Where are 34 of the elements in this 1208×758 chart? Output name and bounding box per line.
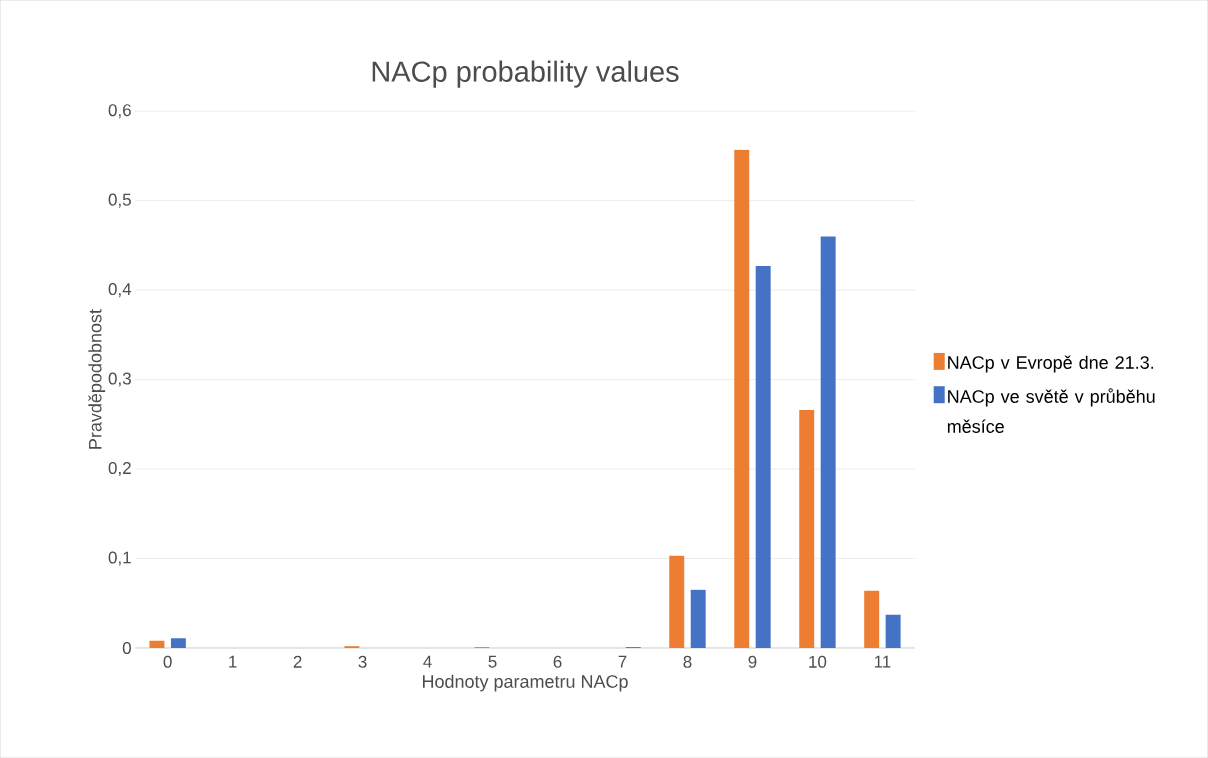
x-tick-label: 10 bbox=[809, 655, 827, 668]
x-tick-label: 9 bbox=[748, 655, 757, 668]
x-tick-label: 3 bbox=[358, 655, 367, 668]
bar bbox=[755, 265, 771, 648]
bar bbox=[799, 409, 815, 648]
x-tick-label: 6 bbox=[553, 655, 562, 668]
bar bbox=[734, 149, 750, 648]
bar bbox=[170, 638, 186, 648]
x-axis-title: Hodnoty parametru NACp bbox=[422, 674, 628, 692]
y-tick-label: 0,1 bbox=[108, 551, 131, 566]
bar bbox=[149, 640, 165, 648]
bar bbox=[669, 555, 685, 648]
y-tick-label: 0,3 bbox=[108, 372, 131, 387]
legend-label: NACp ve světě v průběhu měsíce bbox=[947, 388, 1155, 433]
x-tick-label: 11 bbox=[874, 655, 891, 668]
x-tick-label: 0 bbox=[163, 655, 172, 668]
legend-label: NACp v Evropě dne 21.3. bbox=[948, 355, 1154, 373]
bar bbox=[864, 590, 880, 648]
bar bbox=[690, 589, 706, 648]
y-axis-title: Pravděpodobnost bbox=[88, 309, 106, 449]
y-tick-label: 0,4 bbox=[108, 283, 132, 298]
x-tick-label: 7 bbox=[618, 655, 627, 668]
x-tick-label: 4 bbox=[423, 655, 432, 668]
bar bbox=[820, 236, 836, 648]
y-tick-label: 0,2 bbox=[108, 461, 131, 476]
x-tick-label: 5 bbox=[488, 655, 497, 668]
y-tick-label: 0,6 bbox=[108, 104, 131, 119]
y-tick-label: 0 bbox=[122, 641, 131, 654]
x-tick-label: 1 bbox=[229, 655, 237, 668]
bar bbox=[885, 614, 901, 648]
y-tick-label: 0,5 bbox=[108, 193, 131, 208]
x-tick-label: 2 bbox=[293, 655, 302, 668]
chart-title: NACp probability values bbox=[372, 60, 679, 88]
x-tick-label: 8 bbox=[683, 655, 692, 668]
